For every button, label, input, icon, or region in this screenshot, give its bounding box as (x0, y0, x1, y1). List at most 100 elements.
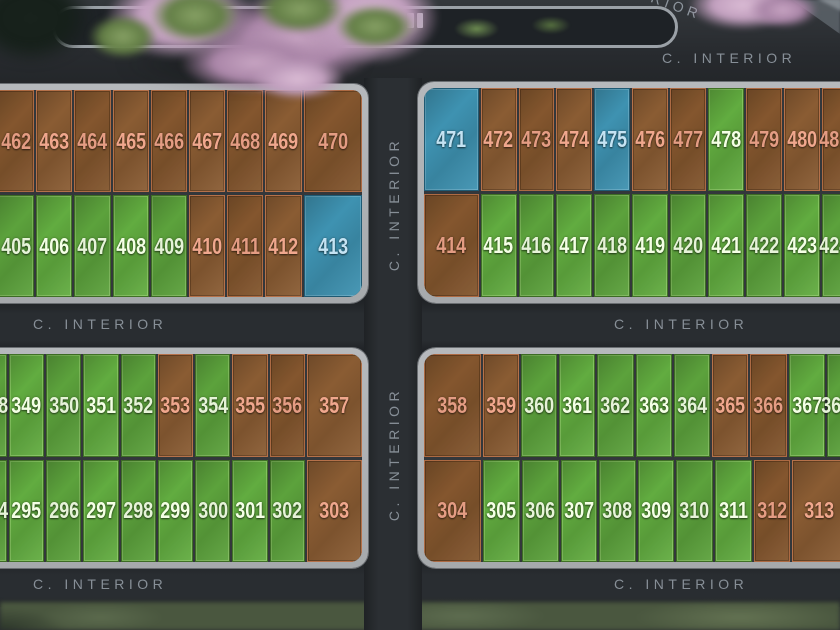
lot-465[interactable]: 465 (112, 90, 149, 192)
lot-414[interactable]: 414 (424, 194, 479, 297)
lot-350[interactable]: 350 (46, 354, 82, 457)
lot-number: 465 (115, 127, 146, 154)
lot-305[interactable]: 305 (483, 459, 520, 562)
lot-406[interactable]: 406 (36, 195, 73, 297)
lot-number: 355 (234, 391, 265, 418)
lot-361[interactable]: 361 (559, 354, 596, 457)
lot-411[interactable]: 411 (227, 195, 264, 297)
lot-number: 424 (818, 232, 840, 258)
lot-365[interactable]: 365 (712, 354, 749, 457)
lot-number: 356 (272, 391, 303, 418)
lot-412[interactable]: 412 (265, 195, 302, 297)
lot-474[interactable]: 474 (556, 88, 593, 191)
lot-467[interactable]: 467 (189, 90, 226, 192)
street-label-mid-left: C. INTERIOR (33, 316, 168, 332)
lot-296[interactable]: 296 (46, 459, 82, 562)
lot-359[interactable]: 359 (482, 354, 520, 457)
lot-355[interactable]: 355 (232, 354, 268, 457)
lot-472[interactable]: 472 (480, 88, 517, 191)
lot-409[interactable]: 409 (150, 195, 188, 297)
lot-421[interactable]: 421 (708, 194, 745, 297)
lot-410[interactable]: 410 (189, 195, 226, 297)
lot-464[interactable]: 464 (74, 90, 111, 192)
lot-307[interactable]: 307 (560, 459, 598, 562)
lot-481[interactable]: 481 (819, 88, 840, 191)
lot-471[interactable]: 471 (424, 88, 479, 191)
lot-407[interactable]: 407 (74, 195, 111, 297)
lot-419[interactable]: 419 (632, 194, 669, 297)
lot-367[interactable]: 367 (788, 354, 825, 457)
lot-475[interactable]: 475 (594, 88, 631, 191)
lot-479[interactable]: 479 (746, 88, 782, 191)
lot-300[interactable]: 300 (195, 459, 231, 562)
lot-356[interactable]: 356 (269, 354, 305, 457)
lot-310[interactable]: 310 (676, 459, 713, 562)
lot-309[interactable]: 309 (637, 459, 675, 562)
lot-405[interactable]: 405 (0, 195, 35, 297)
lot-number: 467 (192, 127, 223, 154)
lot-301[interactable]: 301 (232, 459, 268, 562)
lot-366[interactable]: 366 (750, 354, 787, 457)
lot-351[interactable]: 351 (83, 354, 119, 457)
lot-477[interactable]: 477 (670, 88, 707, 191)
lot-number: 464 (77, 127, 108, 154)
lot-306[interactable]: 306 (521, 459, 559, 562)
lot-413[interactable]: 413 (303, 195, 362, 297)
lot-number: 305 (486, 497, 517, 524)
lot-352[interactable]: 352 (120, 354, 156, 457)
lot-number: 366 (753, 391, 784, 418)
lot-353[interactable]: 353 (157, 354, 194, 457)
lot-294[interactable]: 294 (0, 459, 8, 562)
lot-360[interactable]: 360 (521, 354, 558, 457)
lot-415[interactable]: 415 (480, 194, 517, 297)
lot-462[interactable]: 462 (0, 90, 35, 192)
lot-357[interactable]: 357 (306, 354, 362, 457)
lot-number: 313 (804, 497, 834, 524)
lot-304[interactable]: 304 (424, 459, 482, 562)
lot-311[interactable]: 311 (714, 459, 752, 562)
lot-363[interactable]: 363 (635, 354, 672, 457)
lot-354[interactable]: 354 (195, 354, 231, 457)
lot-348[interactable]: 348 (0, 354, 8, 457)
lot-469[interactable]: 469 (265, 90, 302, 192)
lot-number: 348 (0, 392, 8, 419)
block-bottom-left-lots: 3483493503513523533543553563572942952962… (0, 354, 362, 562)
lot-470[interactable]: 470 (303, 90, 362, 192)
lot-308[interactable]: 308 (599, 459, 636, 562)
lot-424[interactable]: 424 (818, 194, 840, 297)
lot-362[interactable]: 362 (597, 354, 634, 457)
lot-299[interactable]: 299 (157, 459, 194, 562)
street-label-mid-right: C. INTERIOR (614, 316, 749, 332)
lot-295[interactable]: 295 (8, 459, 45, 562)
lot-468[interactable]: 468 (227, 90, 264, 192)
lot-358[interactable]: 358 (424, 354, 481, 457)
lot-423[interactable]: 423 (783, 194, 820, 297)
lot-number: 416 (521, 232, 552, 258)
lot-408[interactable]: 408 (112, 195, 149, 297)
lot-298[interactable]: 298 (120, 459, 156, 562)
lot-473[interactable]: 473 (518, 88, 555, 191)
lot-476[interactable]: 476 (632, 88, 669, 191)
lot-349[interactable]: 349 (8, 354, 45, 457)
lot-420[interactable]: 420 (670, 194, 707, 297)
lot-417[interactable]: 417 (556, 194, 593, 297)
lot-418[interactable]: 418 (594, 194, 631, 297)
lot-416[interactable]: 416 (518, 194, 555, 297)
lot-463[interactable]: 463 (36, 90, 73, 192)
lot-422[interactable]: 422 (746, 194, 782, 297)
lot-313[interactable]: 313 (792, 459, 840, 562)
lot-368[interactable]: 368 (821, 354, 840, 457)
lot-number: 304 (437, 497, 468, 524)
lot-303[interactable]: 303 (306, 459, 362, 562)
lot-364[interactable]: 364 (673, 354, 711, 457)
lot-302[interactable]: 302 (269, 459, 305, 562)
road-vertical (364, 78, 422, 630)
lot-number: 353 (160, 391, 191, 418)
lot-number: 303 (319, 497, 350, 524)
lot-312[interactable]: 312 (753, 459, 791, 562)
lot-478[interactable]: 478 (708, 88, 745, 191)
lot-480[interactable]: 480 (783, 88, 820, 191)
lot-297[interactable]: 297 (83, 459, 119, 562)
lot-466[interactable]: 466 (150, 90, 188, 192)
